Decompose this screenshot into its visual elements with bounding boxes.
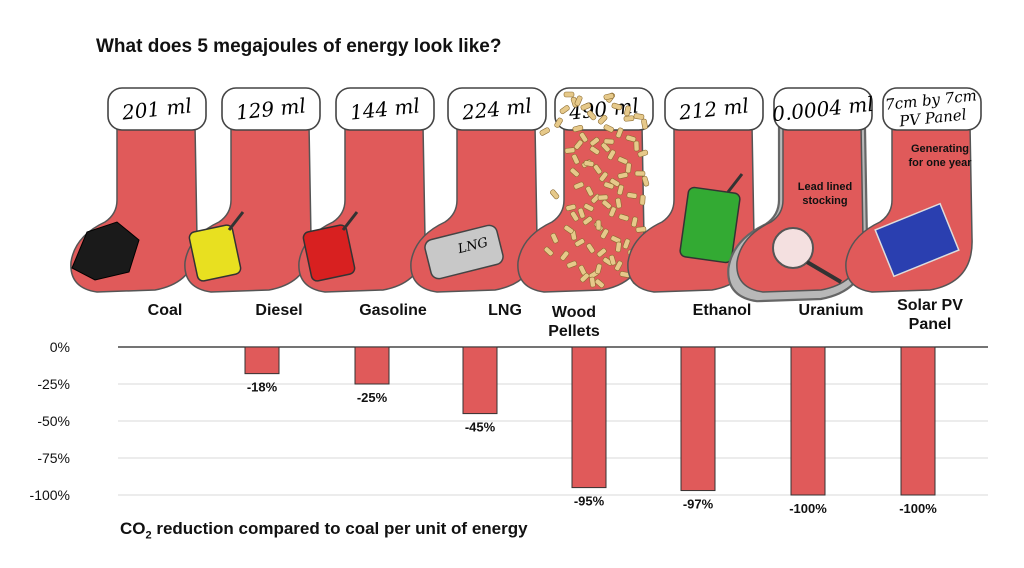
stocking-2: 129 ml <box>184 87 321 293</box>
stocking-cuff <box>882 87 982 131</box>
data-label-5: -95% <box>574 494 605 509</box>
wood-pellets-icon <box>539 91 650 289</box>
red-jerrycan-icon <box>302 211 359 282</box>
data-label-8: -100% <box>899 501 937 516</box>
data-label-3: -25% <box>357 390 388 405</box>
bar-3 <box>354 346 390 385</box>
x-axis-label-subscript: 2 <box>145 529 152 542</box>
category-label-4: LNG <box>488 302 522 319</box>
bar-4 <box>462 346 498 415</box>
data-label-6: -97% <box>683 497 714 512</box>
bar-5 <box>571 346 607 489</box>
data-label-2: -18% <box>247 380 278 395</box>
y-tick-label-2: -25% <box>37 376 70 392</box>
bar-6 <box>680 346 716 492</box>
x-axis-label-co: CO <box>120 519 146 538</box>
note-line-2: stocking <box>802 195 847 207</box>
x-axis-label: CO2 reduction compared to coal per unit … <box>120 519 528 541</box>
stocking-3: 144 ml <box>298 87 435 293</box>
note-line-1: Lead lined <box>798 181 852 193</box>
stocking-6: 212 ml <box>627 87 764 293</box>
data-label-7: -100% <box>789 501 827 516</box>
stocking-5: 490 ml <box>517 87 654 293</box>
stocking-cuff <box>773 87 873 131</box>
stocking-cuff <box>664 87 764 131</box>
stocking-cuff <box>221 87 321 131</box>
note-line-1: Generating <box>911 143 969 155</box>
category-label-8: Solar PV Panel <box>897 297 963 333</box>
data-label-4: -45% <box>465 420 496 435</box>
coal-lump-icon <box>71 221 140 281</box>
x-axis-label-rest: reduction compared to coal per unit of e… <box>151 519 528 538</box>
bar-2 <box>244 346 280 375</box>
lng-tank-label: LNG <box>456 235 490 257</box>
green-jerrycan-icon <box>679 173 744 264</box>
category-label-5: Wood Pellets <box>548 304 600 340</box>
magnifying-glass-icon <box>772 227 843 284</box>
chart-title: What does 5 megajoules of energy look li… <box>96 36 502 57</box>
y-tick-label-5: -100% <box>30 487 70 503</box>
lng-tank-icon: LNG <box>424 224 504 280</box>
category-label-3: Gasoline <box>359 302 427 319</box>
stocking-cuff <box>335 87 435 131</box>
category-label-1: Coal <box>147 302 183 319</box>
category-label-7: Uranium <box>798 302 864 319</box>
stocking-cuff <box>447 87 547 131</box>
yellow-jerrycan-icon <box>188 211 245 282</box>
stocking-1: 201 ml <box>70 87 207 293</box>
category-label-6: Ethanol <box>692 302 752 319</box>
y-tick-label-1: 0% <box>50 339 70 355</box>
solar-panel-icon <box>874 202 960 278</box>
stocking-cuff <box>107 87 207 131</box>
y-tick-label-4: -75% <box>37 450 70 466</box>
bar-7 <box>790 346 826 496</box>
category-label-2: Diesel <box>255 302 303 319</box>
y-tick-label-3: -50% <box>37 413 70 429</box>
bar-8 <box>900 346 936 496</box>
note-line-2: for one year <box>909 157 973 169</box>
